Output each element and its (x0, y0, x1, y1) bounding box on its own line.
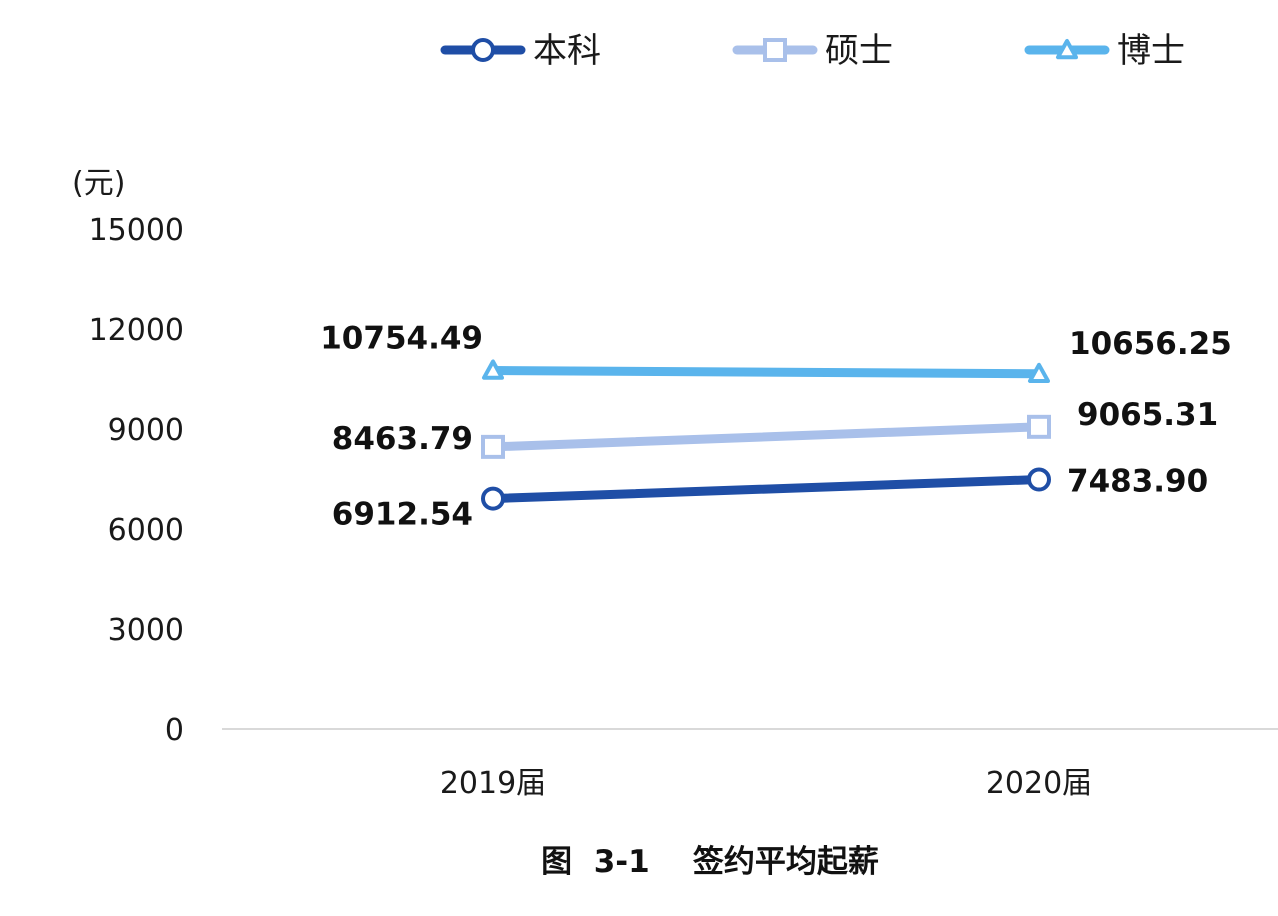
x-tick-label: 2019届 (440, 766, 546, 801)
figure-caption: 图 3-1 签约平均起薪 (541, 844, 879, 880)
y-tick-label: 15000 (89, 213, 184, 248)
data-label: 6912.54 (332, 497, 473, 533)
series-line-2 (488, 422, 1044, 452)
legend-swatch-marker (471, 38, 495, 62)
data-label: 8463.79 (332, 421, 473, 457)
series-lines (488, 366, 1044, 504)
series-line-3 (488, 366, 1044, 379)
data-label: 9065.31 (1077, 397, 1218, 433)
x-tick-label: 2020届 (986, 766, 1092, 801)
data-point-marker (1027, 467, 1051, 492)
y-tick-label: 3000 (108, 613, 184, 648)
data-label: 7483.90 (1067, 464, 1208, 500)
legend: 本科 硕士 博士 (440, 31, 1185, 71)
legend-item: 博士 (1024, 31, 1185, 71)
legend-item: 硕士 (732, 31, 893, 71)
data-point-marker (482, 359, 504, 380)
data-point-marker (1027, 414, 1051, 439)
legend-swatch-marker (1056, 39, 1078, 60)
series-line-1 (488, 475, 1044, 504)
data-point-marker (481, 434, 505, 459)
data-label: 10754.49 (320, 321, 483, 357)
legend-label: 博士 (1117, 31, 1185, 71)
y-tick-label: 12000 (89, 313, 184, 348)
y-tick-label: 6000 (108, 513, 184, 548)
legend-label: 硕士 (825, 31, 893, 71)
legend-item: 本科 (440, 31, 601, 71)
y-axis-unit-label: (元) (72, 166, 125, 201)
data-point-marker (481, 486, 505, 511)
legend-label: 本科 (533, 31, 601, 71)
series-markers (481, 359, 1051, 511)
x-axis-tick-labels: 2019届 2020届 (440, 766, 1092, 801)
y-tick-label: 0 (165, 713, 184, 748)
data-label: 10656.25 (1069, 326, 1232, 362)
y-tick-label: 9000 (108, 413, 184, 448)
y-axis-tick-labels: 0 3000 6000 9000 12000 15000 (89, 213, 184, 748)
data-point-marker (1028, 362, 1050, 383)
data-labels: 6912.54 7483.90 8463.79 9065.31 10754.49 1065… (320, 321, 1232, 533)
legend-swatch-marker (763, 38, 787, 62)
